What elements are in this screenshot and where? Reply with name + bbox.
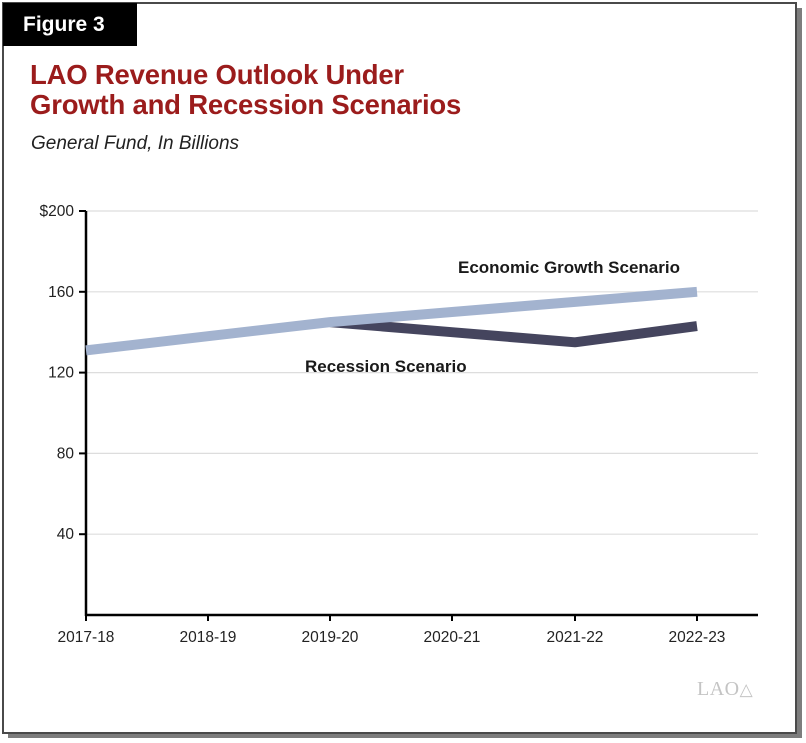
lao-logo-text: LAO [697,678,740,700]
growth-scenario-line [85,286,698,356]
lao-logo: LAO△ [697,678,753,701]
chart-subtitle: General Fund, In Billions [31,133,240,154]
y-tick-label: 40 [57,526,75,543]
growth-scenario-label: Economic Growth Scenario [458,258,680,277]
y-tick-label: 160 [48,284,74,301]
chart-title-line-1: LAO Revenue Outlook Under [30,59,404,90]
chart-title: LAO Revenue Outlook Under Growth and Rec… [30,60,461,120]
x-tick-label: 2022-23 [669,629,726,646]
figure-number-label: Figure 3 [3,3,137,46]
recession-scenario-line [329,317,698,348]
recession-scenario-label: Recession Scenario [305,357,467,376]
y-tick-label: 80 [57,445,75,462]
y-axis-ticks: 40 80 120 160 $200 [40,203,86,543]
chart-title-line-2: Growth and Recession Scenarios [30,89,462,120]
y-tick-label: 120 [48,365,74,382]
x-axis-ticks: 2017-18 2018-19 2019-20 2020-21 2021-22 2022-… [58,615,726,646]
x-tick-label: 2017-18 [58,629,115,646]
series-labels: Economic Growth Scenario Recession Scenar… [305,258,680,376]
x-tick-label: 2019-20 [302,629,359,646]
x-tick-label: 2018-19 [180,629,237,646]
figure-frame [2,2,797,734]
y-tick-label: $200 [40,203,75,220]
x-tick-label: 2021-22 [547,629,604,646]
capitol-dome-icon: △ [739,680,754,699]
series-lines [85,286,698,356]
axes [84,211,758,617]
x-tick-label: 2020-21 [424,629,481,646]
